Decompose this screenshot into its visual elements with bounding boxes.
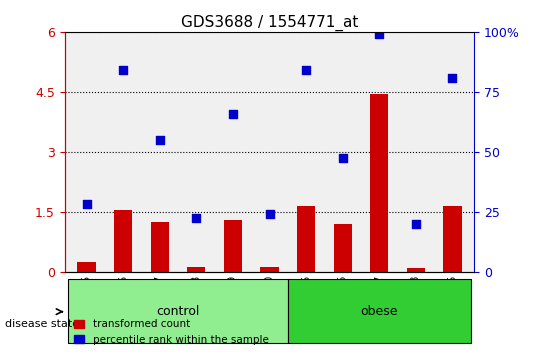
Point [448, 75, 457, 81]
FancyBboxPatch shape [288, 279, 471, 343]
Point [375, 31, 384, 37]
Point [265, 211, 274, 217]
Title: GDS3688 / 1554771_at: GDS3688 / 1554771_at [181, 14, 358, 30]
Bar [334, 224, 352, 272]
Bar [260, 267, 279, 272]
Point [82, 201, 91, 207]
Point [411, 221, 420, 227]
Bar [370, 94, 389, 272]
Bar [443, 206, 461, 272]
Point [338, 155, 347, 161]
Text: disease state: disease state [5, 319, 80, 329]
Bar [150, 222, 169, 272]
Point [192, 215, 201, 221]
Bar [224, 220, 242, 272]
Text: obese: obese [361, 305, 398, 318]
Point [155, 137, 164, 143]
Bar [406, 268, 425, 272]
Bar [187, 267, 205, 272]
FancyBboxPatch shape [68, 279, 288, 343]
Point [302, 67, 310, 73]
Point [229, 111, 237, 117]
Bar [78, 262, 96, 272]
Point [119, 67, 128, 73]
Bar [114, 210, 133, 272]
Text: control: control [156, 305, 200, 318]
Bar [297, 206, 315, 272]
Legend: transformed count, percentile rank within the sample: transformed count, percentile rank withi… [70, 315, 273, 349]
